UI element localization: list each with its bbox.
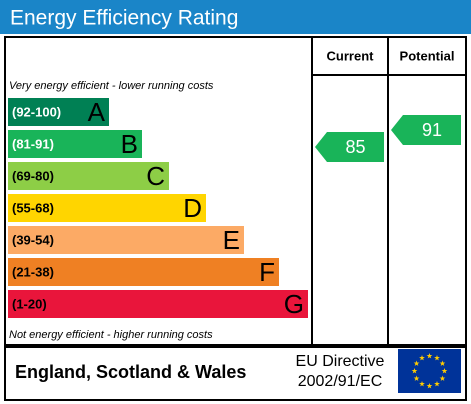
band-letter: C xyxy=(146,161,165,191)
band-letter: D xyxy=(183,193,202,223)
current-value: 85 xyxy=(345,137,365,157)
band-letter: G xyxy=(284,289,304,319)
eu-star xyxy=(419,355,425,361)
main-box xyxy=(4,36,467,346)
title-bar xyxy=(0,0,471,34)
eu-star xyxy=(413,360,420,366)
eu-star xyxy=(419,381,425,387)
band-range: (39-54) xyxy=(12,232,54,247)
band-letter: A xyxy=(88,97,106,127)
bottom-note: Not energy efficient - higher running co… xyxy=(9,329,213,341)
band xyxy=(8,258,279,286)
band-letter: E xyxy=(223,225,240,255)
footer-box xyxy=(4,346,467,401)
band xyxy=(8,98,109,126)
band-range: (1-20) xyxy=(12,296,47,311)
top-note: Very energy efficient - lower running co… xyxy=(9,80,214,92)
band xyxy=(8,290,308,318)
eu-star xyxy=(426,383,433,389)
column-header: Potential xyxy=(400,48,455,63)
directive: EU Directive xyxy=(296,353,385,370)
current-arrow xyxy=(315,132,384,162)
band-range: (92-100) xyxy=(12,104,61,119)
potential-value: 91 xyxy=(422,120,442,140)
eu-star xyxy=(439,375,446,381)
band-range: (69-80) xyxy=(12,168,54,183)
band xyxy=(8,226,244,254)
region: England, Scotland & Wales xyxy=(15,362,246,382)
band-range: (55-68) xyxy=(12,200,54,215)
title: Energy Efficiency Rating xyxy=(10,7,238,30)
eu-star xyxy=(439,360,446,366)
eu-star xyxy=(426,353,433,359)
eu-star xyxy=(441,368,448,374)
eu-star xyxy=(434,355,440,361)
eu-star xyxy=(411,368,418,374)
band xyxy=(8,130,142,158)
column-header: Current xyxy=(327,48,375,63)
band xyxy=(8,162,169,190)
directive: 2002/91/EC xyxy=(298,373,383,390)
eu-star xyxy=(413,375,420,381)
potential-arrow xyxy=(391,115,461,146)
band-range: (21-38) xyxy=(12,264,54,279)
eu-star xyxy=(434,381,440,387)
band-letter: F xyxy=(259,257,275,287)
band-range: (81-91) xyxy=(12,136,54,151)
band-letter: B xyxy=(121,129,138,159)
band xyxy=(8,194,206,222)
